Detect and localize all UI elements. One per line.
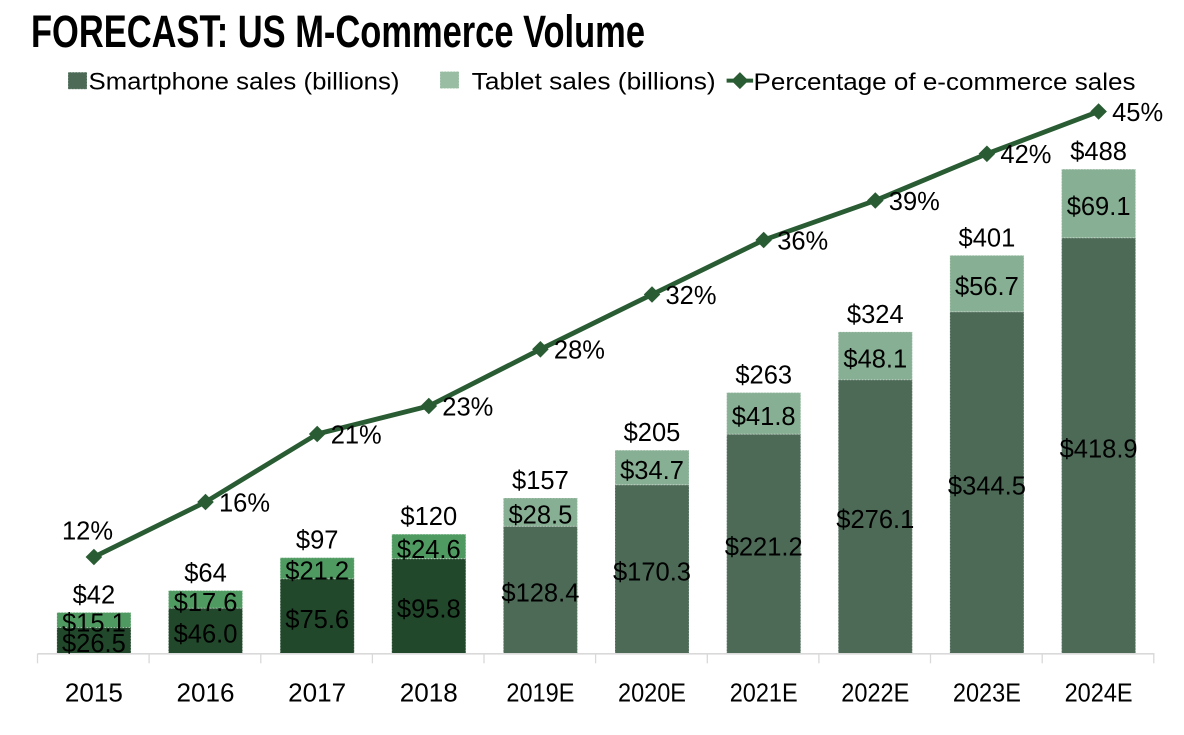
svg-text:32%: 32% — [666, 282, 717, 310]
svg-text:$34.7: $34.7 — [620, 457, 684, 485]
svg-text:2015: 2015 — [65, 680, 123, 708]
svg-text:2018: 2018 — [400, 680, 458, 708]
svg-text:$263: $263 — [735, 362, 792, 390]
svg-text:$24.6: $24.6 — [397, 536, 461, 564]
svg-text:$69.1: $69.1 — [1067, 193, 1131, 221]
svg-text:Smartphone sales (billions): Smartphone sales (billions) — [89, 69, 400, 96]
svg-text:$344.5: $344.5 — [948, 472, 1026, 500]
svg-text:$157: $157 — [512, 467, 569, 495]
svg-text:$64: $64 — [184, 560, 227, 588]
svg-text:$95.8: $95.8 — [397, 596, 461, 624]
svg-text:23%: 23% — [442, 393, 493, 421]
svg-text:$128.4: $128.4 — [501, 580, 579, 608]
svg-text:$488: $488 — [1070, 138, 1127, 166]
svg-text:$97: $97 — [296, 527, 339, 555]
svg-text:36%: 36% — [777, 227, 828, 255]
svg-text:$418.9: $418.9 — [1060, 435, 1138, 463]
svg-text:$15.1: $15.1 — [62, 610, 126, 638]
svg-text:$42: $42 — [73, 582, 116, 610]
svg-text:$205: $205 — [624, 419, 681, 447]
svg-text:$48.1: $48.1 — [843, 345, 907, 373]
svg-text:2023E: 2023E — [953, 680, 1021, 708]
svg-text:21%: 21% — [331, 421, 382, 449]
svg-text:$26.5: $26.5 — [62, 630, 126, 658]
svg-text:2020E: 2020E — [618, 680, 686, 708]
svg-text:2019E: 2019E — [506, 680, 574, 708]
svg-text:$56.7: $56.7 — [955, 273, 1019, 301]
svg-text:28%: 28% — [554, 337, 605, 365]
svg-text:$120: $120 — [400, 503, 457, 531]
svg-text:Percentage of e-commerce sales: Percentage of e-commerce sales — [754, 69, 1136, 96]
svg-text:2021E: 2021E — [730, 680, 798, 708]
svg-text:$17.6: $17.6 — [174, 589, 238, 617]
svg-text:Tablet sales (billions): Tablet sales (billions) — [472, 69, 716, 96]
svg-text:16%: 16% — [219, 489, 270, 517]
svg-text:$324: $324 — [847, 301, 904, 329]
svg-text:$41.8: $41.8 — [732, 403, 796, 431]
svg-text:2017: 2017 — [288, 680, 346, 708]
svg-text:$75.6: $75.6 — [285, 606, 349, 634]
svg-text:FORECAST: US M-Commerce Volume: FORECAST: US M-Commerce Volume — [31, 6, 645, 57]
svg-text:$170.3: $170.3 — [613, 559, 691, 587]
svg-text:$21.2: $21.2 — [285, 558, 349, 586]
svg-text:45%: 45% — [1112, 99, 1163, 127]
svg-text:2016: 2016 — [177, 680, 235, 708]
svg-text:12%: 12% — [62, 518, 113, 546]
svg-text:2024E: 2024E — [1065, 680, 1133, 708]
svg-text:$276.1: $276.1 — [836, 506, 914, 534]
svg-text:2022E: 2022E — [841, 680, 909, 708]
svg-text:$221.2: $221.2 — [725, 534, 803, 562]
svg-text:$401: $401 — [959, 224, 1016, 252]
svg-text:$28.5: $28.5 — [508, 502, 572, 530]
svg-text:$46.0: $46.0 — [174, 621, 238, 649]
svg-text:39%: 39% — [889, 188, 940, 216]
svg-text:42%: 42% — [1000, 141, 1051, 169]
